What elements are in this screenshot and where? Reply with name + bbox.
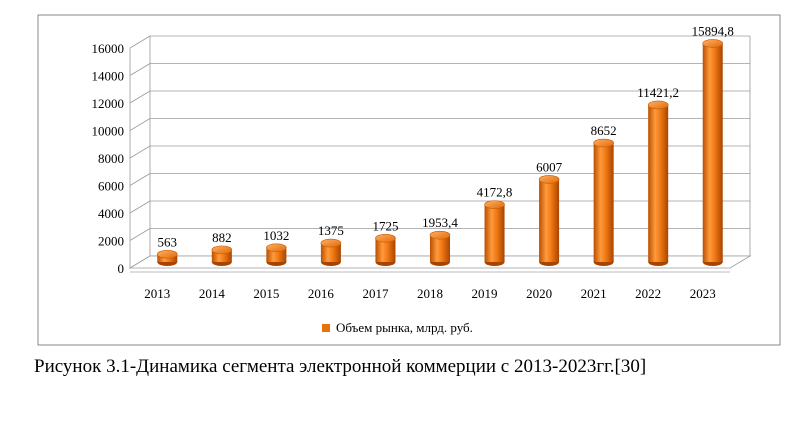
y-tick-label: 12000	[92, 96, 125, 111]
bar-top	[266, 243, 287, 253]
gridline-diagonal	[129, 90, 151, 104]
data-label: 1375	[318, 223, 344, 238]
y-tick-label: 16000	[92, 41, 125, 56]
gridline-diagonal	[129, 200, 151, 214]
x-tick-label: 2013	[144, 286, 170, 301]
data-label: 8652	[591, 123, 617, 138]
gridline-diagonal	[129, 63, 151, 76]
bar-body	[593, 143, 614, 262]
y-tick-label: 2000	[98, 234, 124, 249]
x-tick-label: 2017	[362, 286, 389, 301]
bar	[647, 100, 669, 266]
y-tick-label: 8000	[98, 151, 124, 166]
data-label: 882	[212, 230, 232, 245]
bar-top	[211, 245, 233, 255]
x-tick-label: 2023	[690, 286, 716, 301]
bar-body	[320, 243, 341, 262]
bar-body	[702, 43, 723, 262]
y-tick-label: 6000	[98, 179, 124, 194]
bar-top	[156, 249, 178, 259]
bar-body	[375, 238, 396, 262]
data-label: 11421,2	[637, 85, 679, 100]
y-tick-label: 14000	[92, 69, 125, 84]
bar	[593, 138, 614, 266]
bar	[702, 39, 724, 266]
data-label: 1953,4	[422, 215, 458, 230]
data-label: 1725	[372, 218, 398, 233]
bar-top	[375, 233, 396, 243]
x-tick-label: 2022	[635, 286, 661, 301]
bar-body	[484, 204, 505, 262]
y-tick-label: 10000	[92, 124, 125, 139]
data-label: 563	[158, 234, 178, 249]
gridline-diagonal	[129, 173, 151, 186]
legend-swatch	[322, 324, 330, 332]
bar-body	[430, 235, 450, 262]
bar-top	[593, 138, 614, 148]
data-label: 4172,8	[477, 185, 513, 200]
y-tick-label: 0	[118, 261, 125, 276]
bar	[266, 243, 287, 266]
x-tick-label: 2016	[308, 286, 335, 301]
gridline-diagonal	[129, 145, 151, 159]
bar-body	[539, 179, 560, 262]
bar-top	[429, 230, 451, 240]
gridline-diagonal	[129, 118, 151, 131]
x-tick-label: 2018	[417, 286, 443, 301]
x-tick-label: 2014	[199, 286, 226, 301]
x-tick-label: 2021	[581, 286, 607, 301]
bar-top	[320, 238, 342, 248]
bar-top	[538, 175, 560, 184]
figure-caption: Рисунок 3.1-Динамика сегмента электронно…	[34, 356, 647, 377]
y-tick-label: 4000	[98, 206, 124, 221]
x-tick-label: 2019	[472, 286, 498, 301]
legend-label: Объем рынка, млрд. руб.	[336, 320, 473, 335]
bar	[320, 238, 342, 266]
bar-body	[648, 104, 669, 262]
x-tick-label: 2020	[526, 286, 552, 301]
bar	[484, 200, 505, 266]
bar	[429, 230, 451, 266]
data-label: 6007	[536, 159, 563, 174]
data-label: 15894,8	[692, 23, 734, 38]
bar-top	[484, 200, 505, 209]
bar	[538, 175, 560, 266]
gridline-diagonal	[129, 35, 151, 49]
bar	[211, 245, 233, 266]
data-label: 1032	[263, 228, 289, 243]
bar-top	[702, 39, 724, 48]
bar	[156, 249, 178, 266]
bar-top	[647, 100, 669, 110]
gridline-diagonal	[129, 228, 151, 241]
x-tick-label: 2015	[253, 286, 279, 301]
bar	[375, 233, 396, 266]
